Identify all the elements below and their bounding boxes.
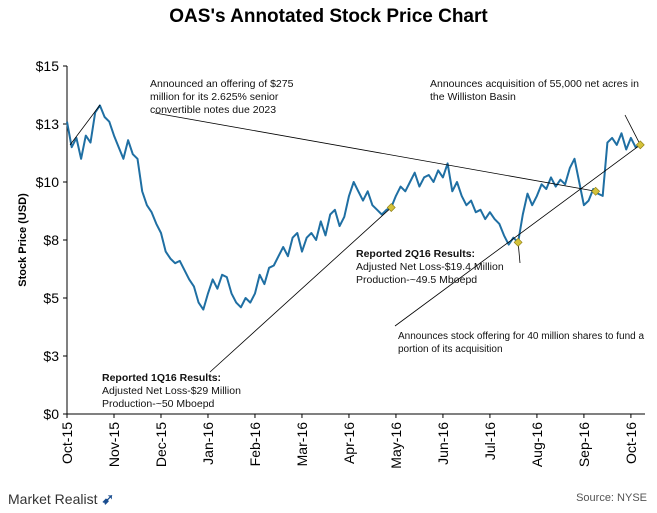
y-tick-label: $0: [43, 406, 59, 422]
annotation-line: convertible notes due 2023: [150, 104, 277, 116]
x-tick-label: Dec-15: [153, 422, 169, 467]
annotation-heading: Reported 2Q16 Results:: [356, 248, 476, 260]
annotation-line: Announced an offering of $275: [150, 78, 294, 90]
event-marker: [591, 186, 601, 196]
price-series-line: [66, 104, 641, 311]
annotation-line: million for its 2.625% senior: [150, 91, 279, 103]
source-note: Source: NYSE: [576, 492, 647, 504]
x-tick-label: Oct-16: [623, 422, 639, 464]
annotation-leader-line: [624, 114, 641, 146]
annotation-line: Adjusted Net Loss-$29 Million: [102, 385, 241, 397]
annotation-2q16: Reported 2Q16 Results: Adjusted Net Loss…: [356, 248, 504, 287]
annotation-line: Announces acquisition of 55,000 net acre…: [430, 78, 639, 90]
annotation-notes-offering: Announced an offering of $275 million fo…: [150, 78, 293, 117]
y-axis-label: Stock Price (USD): [17, 193, 29, 287]
x-tick-label: Apr-16: [341, 422, 357, 464]
annotation-line: Production-~49.5 Mboepd: [356, 274, 478, 286]
brand-name: Market Realist: [8, 491, 98, 507]
x-tick-label: Mar-16: [294, 422, 310, 467]
event-marker: [635, 140, 645, 150]
y-tick-label: $13: [36, 116, 60, 132]
annotation-line: the Williston Basin: [430, 91, 516, 103]
event-marker: [513, 237, 523, 247]
annotation-acquisition: Announces acquisition of 55,000 net acre…: [430, 78, 639, 104]
annotation-line: Production-~50 Mboepd: [102, 398, 215, 410]
annotation-line: Announces stock offering for 40 million …: [398, 331, 645, 342]
y-tick-label: $3: [43, 348, 59, 364]
x-tick-label: Jun-16: [435, 422, 451, 465]
x-tick-label: Nov-15: [106, 422, 122, 467]
annotation-leader-line: [209, 207, 392, 373]
x-tick-label: Oct-15: [59, 422, 75, 464]
x-tick-label: Feb-16: [247, 422, 263, 467]
x-tick-label: Jul-16: [482, 422, 498, 460]
x-tick-label: May-16: [388, 422, 404, 469]
annotation-heading: Reported 1Q16 Results:: [102, 372, 222, 384]
y-tick-label: $10: [36, 174, 60, 190]
annotation-stock-offering: Announces stock offering for 40 million …: [398, 330, 644, 356]
event-marker: [386, 203, 396, 212]
annotation-leader-line: [394, 144, 641, 327]
y-tick-label: $15: [36, 58, 60, 74]
y-tick-label: $5: [43, 290, 59, 306]
annotation-leader-line: [154, 112, 596, 192]
annotation-line: Adjusted Net Loss-$19.4 Million: [356, 261, 504, 273]
chart-title: OAS's Annotated Stock Price Chart: [169, 6, 488, 27]
x-tick-label: Aug-16: [529, 422, 545, 467]
annotation-line: portion of its acquisition: [398, 344, 503, 355]
annotation-leader-line: [69, 104, 101, 146]
annotation-1q16: Reported 1Q16 Results: Adjusted Net Loss…: [102, 372, 241, 411]
brand-logo: Market Realist ➹: [8, 490, 114, 508]
y-tick-label: $8: [43, 232, 59, 248]
x-tick-label: Sep-16: [576, 422, 592, 467]
x-tick-label: Jan-16: [200, 422, 216, 465]
brand-mark-icon: ➹: [97, 491, 115, 508]
